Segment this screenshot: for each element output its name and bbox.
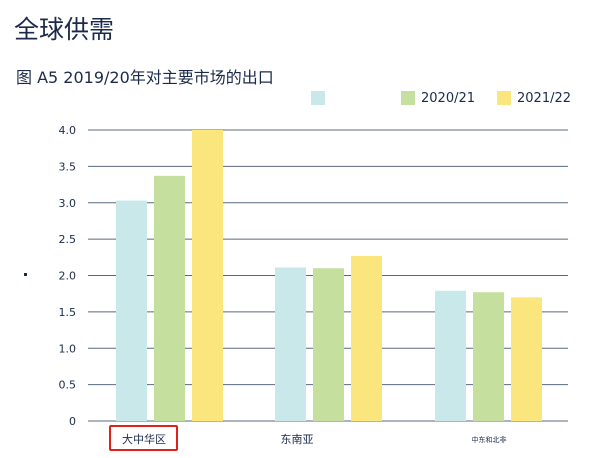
bar-1-series-2	[154, 175, 185, 421]
y-tick-label: 1.5	[59, 306, 77, 319]
category-label-1: 大中华区	[122, 433, 166, 446]
y-tick-label: 0	[69, 415, 76, 428]
y-tick-label: 2.0	[59, 270, 77, 283]
y-tick-label: 3.0	[59, 197, 77, 210]
y-tick-label: 1.0	[59, 342, 77, 355]
legend-label-series-2: 2020/21	[421, 90, 476, 106]
y-tick-label: 0.5	[59, 379, 77, 392]
stray-mark	[24, 273, 27, 276]
bar-2-series-3	[351, 255, 382, 421]
bar-3-series-2	[473, 292, 504, 421]
bar-2-series-1	[275, 267, 306, 421]
bar-3-series-1	[435, 290, 466, 421]
bar-2-series-2	[313, 268, 344, 421]
y-tick-label: 4.0	[59, 124, 77, 137]
legend-swatch-series-2	[401, 91, 415, 105]
legend-item-series-3: 2021/22	[497, 90, 571, 106]
legend-swatch-series-3	[497, 91, 511, 105]
legend-item-series-2: 2020/21	[401, 90, 475, 106]
category-label-3: 中东和北非	[471, 436, 507, 444]
legend-swatch-series-1	[311, 91, 325, 105]
category-highlight-box	[109, 425, 178, 451]
bar-3-series-3	[511, 297, 542, 421]
legend-item-series-1	[311, 90, 331, 106]
bar-1-series-3	[192, 130, 223, 421]
y-tick-label: 3.5	[59, 160, 77, 173]
bar-1-series-1	[116, 200, 147, 421]
category-label-2: 东南亚	[280, 433, 314, 446]
y-tick-label: 2.5	[59, 233, 77, 246]
legend-label-series-3: 2021/22	[517, 90, 572, 106]
chart-title: 图 A5 2019/20年对主要市场的出口	[16, 68, 274, 87]
page-title: 全球供需	[14, 15, 115, 44]
